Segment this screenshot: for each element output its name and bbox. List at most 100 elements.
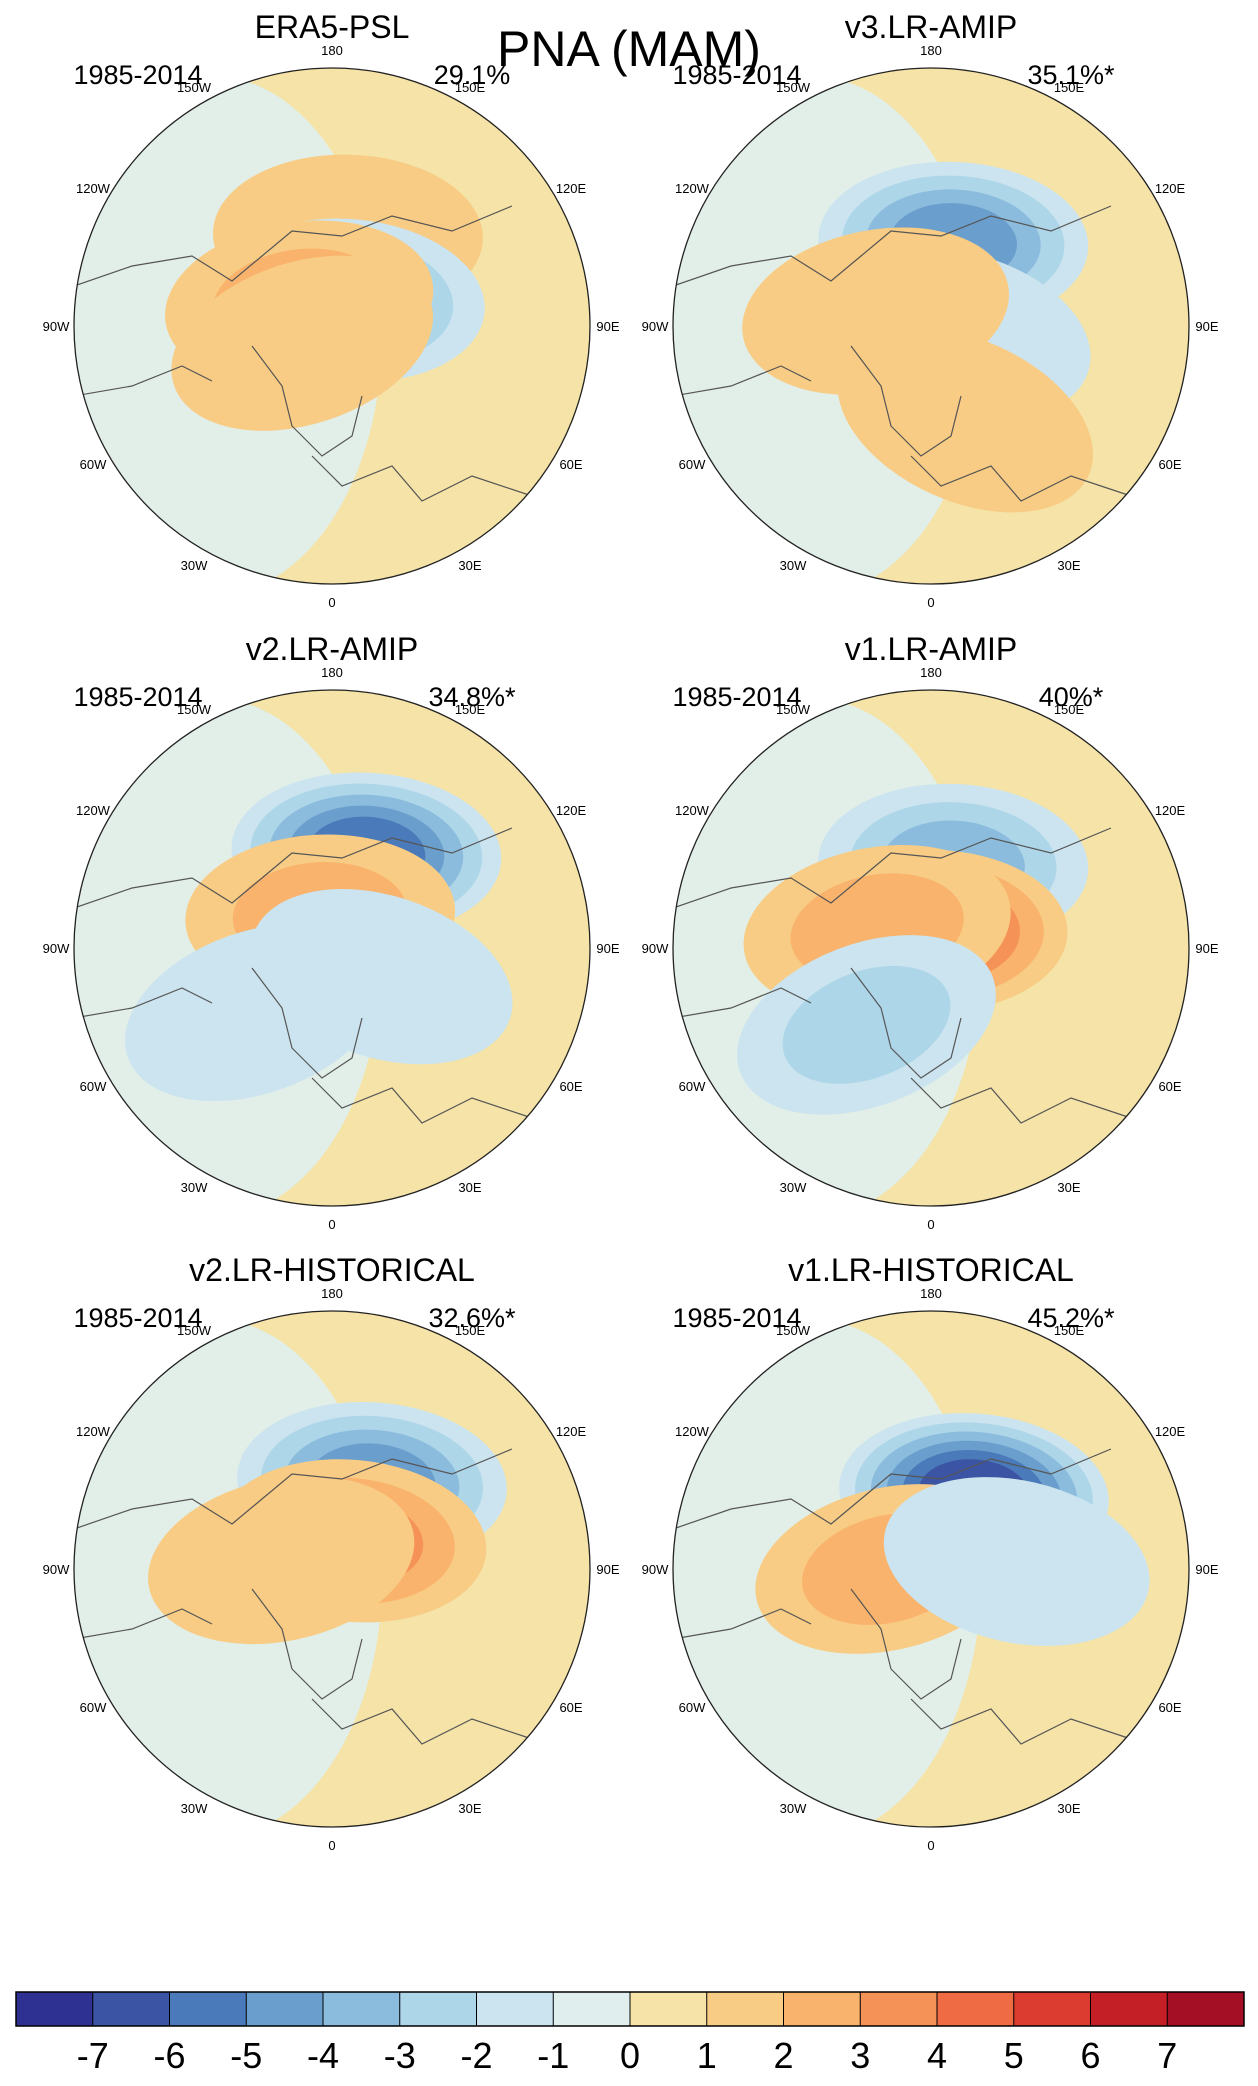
colorbar-tick-label: 6 xyxy=(1080,2035,1100,2076)
longitude-label: 120E xyxy=(1155,1424,1186,1439)
map-border xyxy=(672,67,1190,585)
panel-period: 1985-2014 xyxy=(73,682,202,712)
longitude-label: 90E xyxy=(596,941,619,956)
panel-period: 1985-2014 xyxy=(73,1303,202,1333)
colorbar-swatch xyxy=(92,1992,170,2026)
longitude-label: 60E xyxy=(559,457,582,472)
longitude-label: 150E xyxy=(1054,80,1085,95)
panel-period: 1985-2014 xyxy=(672,1303,801,1333)
colorbar-tick-label: -4 xyxy=(307,2035,339,2076)
longitude-label: 0 xyxy=(927,1838,934,1853)
panel-title: ERA5-PSL xyxy=(255,9,410,45)
colorbar-swatch xyxy=(706,1992,784,2026)
longitude-label: 30E xyxy=(1057,1180,1080,1195)
colorbar-tick-label: -7 xyxy=(77,2035,109,2076)
longitude-label: 120E xyxy=(556,1424,587,1439)
colorbar-tick-label: 3 xyxy=(850,2035,870,2076)
longitude-label: 60W xyxy=(80,1079,107,1094)
colorbar-swatch xyxy=(1013,1992,1091,2026)
longitude-label: 90W xyxy=(642,941,669,956)
coastline-europe xyxy=(910,455,1132,502)
longitude-label: 150W xyxy=(776,80,811,95)
coastline-greenland xyxy=(251,1588,363,1700)
longitude-label: 90W xyxy=(43,941,70,956)
panel-variance: 45.2%* xyxy=(1027,1303,1115,1333)
coastline-europe xyxy=(311,1077,533,1124)
longitude-label: 90W xyxy=(642,1562,669,1577)
coastline-west xyxy=(74,1608,213,1640)
colorbar-swatch xyxy=(399,1992,477,2026)
coastlines xyxy=(74,1448,533,1745)
longitude-label: 120E xyxy=(1155,803,1186,818)
longitude-label: 180 xyxy=(920,665,942,680)
colorbar-tick-label: -6 xyxy=(153,2035,185,2076)
longitude-label: 30W xyxy=(780,558,807,573)
panel-period: 1985-2014 xyxy=(672,682,801,712)
anomaly-contour xyxy=(837,328,1093,513)
anomaly-contour xyxy=(883,1477,1150,1646)
map-panel: 180 150E 120E 90E 60E 30E 0 30W 60W 90W 120W 150W v2… xyxy=(43,631,620,1232)
map-panel: 180 150E 120E 90E 60E 30E 0 30W 60W 90W 120W 150W v2… xyxy=(43,1252,620,1853)
longitude-label: 30E xyxy=(458,558,481,573)
longitude-label: 180 xyxy=(321,43,343,58)
longitude-label: 150E xyxy=(455,80,486,95)
figure-title: PNA (MAM) xyxy=(497,21,761,77)
longitude-label: 150W xyxy=(776,1323,811,1338)
panel-title: v2.LR-AMIP xyxy=(246,631,418,667)
longitude-label: 60W xyxy=(80,1700,107,1715)
longitude-label: 120E xyxy=(1155,181,1186,196)
longitude-label: 0 xyxy=(927,1217,934,1232)
colorbar-tick-label: 2 xyxy=(773,2035,793,2076)
longitude-label: 180 xyxy=(321,1286,343,1301)
longitude-label: 90E xyxy=(1195,941,1218,956)
map-border xyxy=(672,1310,1190,1828)
map-panel: 180 150E 120E 90E 60E 30E 0 30W 60W 90W 120W 150W v1… xyxy=(642,1252,1219,1853)
longitude-label: 60W xyxy=(679,1079,706,1094)
anomaly-contour xyxy=(171,255,434,431)
coastline-west xyxy=(673,987,812,1019)
coastlines xyxy=(673,205,1132,502)
longitude-label: 150W xyxy=(177,1323,212,1338)
map-border xyxy=(73,689,591,1207)
coastline-greenland xyxy=(850,967,962,1079)
colorbar-swatch xyxy=(476,1992,554,2026)
colorbar-tick-label: 1 xyxy=(697,2035,717,2076)
coastlines xyxy=(673,827,1132,1124)
coastline-north xyxy=(74,1448,513,1530)
longitude-label: 150E xyxy=(1054,702,1085,717)
colorbar-swatch xyxy=(169,1992,247,2026)
colorbar-tick-label: 4 xyxy=(927,2035,947,2076)
colorbar-swatch xyxy=(937,1992,1015,2026)
longitude-label: 0 xyxy=(328,1838,335,1853)
map-panel: 180 150E 120E 90E 60E 30E 0 30W 60W 90W 120W 150W ER… xyxy=(43,9,620,610)
anomaly-center xyxy=(171,255,434,431)
longitude-label: 60E xyxy=(1158,1700,1181,1715)
longitude-label: 120E xyxy=(556,803,587,818)
coastline-north xyxy=(673,827,1112,909)
longitude-label: 60E xyxy=(1158,457,1181,472)
panel-variance: 29.1% xyxy=(434,60,511,90)
colorbar-swatch xyxy=(630,1992,708,2026)
anomaly-center xyxy=(883,1477,1150,1646)
longitude-label: 30W xyxy=(181,1180,208,1195)
longitude-label: 30W xyxy=(181,1801,208,1816)
longitude-label: 90E xyxy=(1195,1562,1218,1577)
longitude-label: 150E xyxy=(1054,1323,1085,1338)
longitude-label: 60W xyxy=(80,457,107,472)
coastline-greenland xyxy=(850,345,962,457)
pressure-field xyxy=(673,698,1089,1206)
coastline-west xyxy=(74,987,213,1019)
longitude-label: 120W xyxy=(76,1424,111,1439)
panel-title: v1.LR-AMIP xyxy=(845,631,1017,667)
colorbar-swatch xyxy=(16,1992,94,2026)
pressure-field xyxy=(74,76,485,584)
coastlines xyxy=(74,205,533,502)
longitude-label: 180 xyxy=(920,1286,942,1301)
longitude-label: 30E xyxy=(1057,1801,1080,1816)
longitude-label: 0 xyxy=(927,595,934,610)
anomaly-center xyxy=(250,889,513,1065)
longitude-label: 30E xyxy=(1057,558,1080,573)
map-border xyxy=(672,689,1190,1207)
panel-variance: 35.1%* xyxy=(1027,60,1115,90)
